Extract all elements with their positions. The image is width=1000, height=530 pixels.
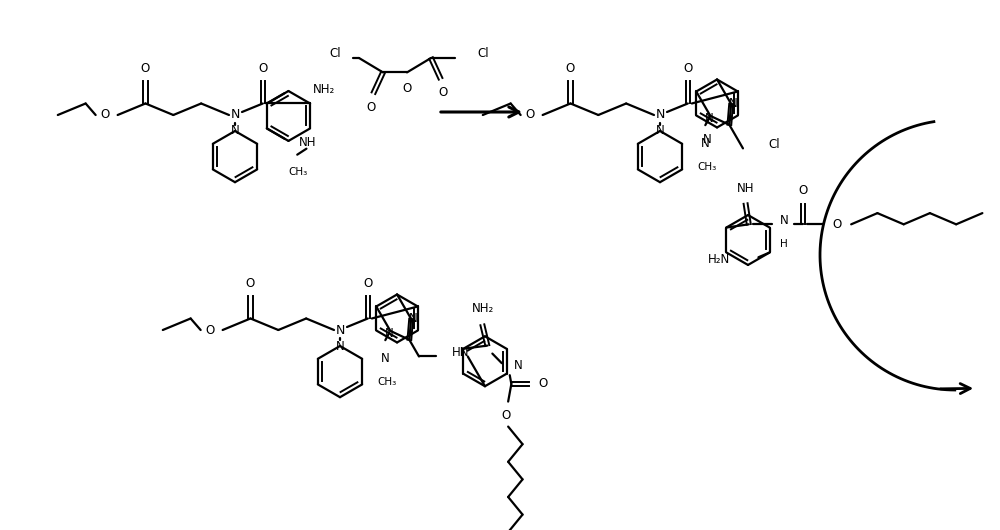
Text: NH: NH bbox=[298, 136, 316, 149]
Text: N: N bbox=[381, 352, 390, 365]
Text: CH₃: CH₃ bbox=[289, 166, 308, 176]
Text: NH₂: NH₂ bbox=[472, 302, 494, 315]
Text: N: N bbox=[705, 112, 714, 125]
Text: NH₂: NH₂ bbox=[312, 83, 335, 96]
Text: O: O bbox=[258, 61, 267, 75]
Text: N: N bbox=[780, 214, 788, 227]
Text: CH₃: CH₃ bbox=[378, 377, 397, 387]
Text: N: N bbox=[655, 109, 665, 121]
Text: O: O bbox=[683, 61, 692, 75]
Text: N: N bbox=[336, 340, 344, 352]
Text: HN: HN bbox=[452, 346, 469, 359]
Text: N: N bbox=[385, 326, 394, 340]
Text: O: O bbox=[799, 184, 808, 197]
Text: O: O bbox=[100, 109, 109, 121]
Text: H₂N: H₂N bbox=[708, 253, 730, 266]
Text: O: O bbox=[502, 409, 511, 422]
Text: Cl: Cl bbox=[768, 138, 780, 151]
Text: O: O bbox=[367, 101, 376, 114]
Text: H: H bbox=[780, 240, 788, 249]
Text: N: N bbox=[230, 109, 240, 121]
Text: NH: NH bbox=[737, 182, 754, 195]
Text: N: N bbox=[703, 133, 712, 146]
Text: N: N bbox=[409, 313, 418, 325]
Text: O: O bbox=[246, 277, 255, 289]
Text: N: N bbox=[231, 125, 239, 137]
Text: N: N bbox=[656, 125, 664, 137]
Text: O: O bbox=[833, 218, 842, 231]
Text: N: N bbox=[514, 359, 523, 372]
Text: O: O bbox=[363, 277, 372, 289]
Text: O: O bbox=[402, 82, 412, 95]
Text: O: O bbox=[438, 86, 447, 99]
Text: CH₃: CH₃ bbox=[698, 162, 717, 172]
Text: O: O bbox=[205, 323, 214, 337]
Text: O: O bbox=[538, 377, 548, 391]
Text: N: N bbox=[701, 137, 710, 149]
Text: N: N bbox=[729, 98, 738, 110]
Text: O: O bbox=[141, 61, 150, 75]
Text: Cl: Cl bbox=[329, 48, 341, 60]
Text: N: N bbox=[335, 323, 345, 337]
Text: O: O bbox=[525, 109, 534, 121]
Text: O: O bbox=[566, 61, 575, 75]
Text: Cl: Cl bbox=[477, 48, 489, 60]
